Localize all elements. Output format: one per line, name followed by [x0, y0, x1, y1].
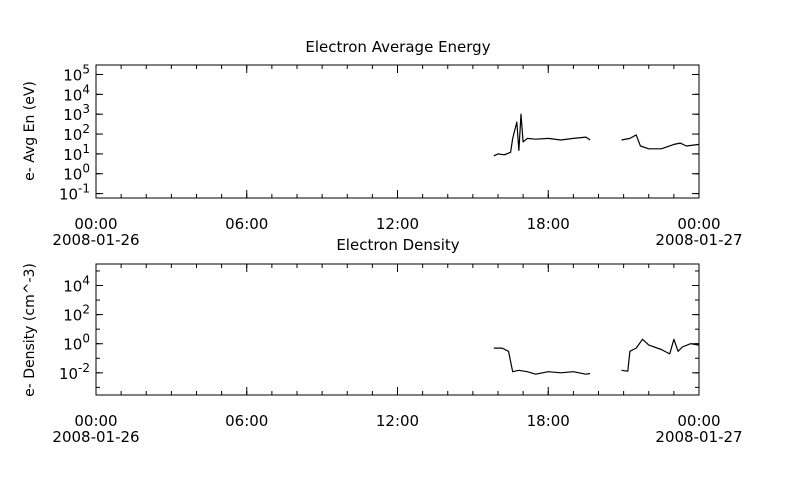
- x-tick-date-label: 2008-01-27: [655, 231, 742, 249]
- plot-frame: [95, 263, 700, 396]
- energy-series-1-line: [621, 134, 700, 150]
- x-tick-label: 00:00: [74, 412, 117, 430]
- density-y-axis-label: e- Density (cm^-3): [22, 263, 38, 397]
- density-series-0-line: [493, 347, 591, 375]
- energy-chart-title: Electron Average Energy: [305, 38, 490, 56]
- energy-y-axis-label: e- Avg En (eV): [22, 81, 38, 181]
- y-tick-label: 10-1: [59, 182, 90, 204]
- density-panel: Electron Density e- Density (cm^-3) 10-2…: [22, 236, 743, 446]
- x-tick-label: 12:00: [376, 412, 419, 430]
- x-tick-label: 12:00: [376, 215, 419, 233]
- y-tick-label: 100: [63, 162, 90, 184]
- y-tick-label: 102: [63, 303, 90, 325]
- x-tick-date-label: 2008-01-26: [52, 231, 139, 249]
- y-tick-label: 102: [63, 122, 90, 144]
- x-tick-label: 00:00: [677, 412, 720, 430]
- x-tick-date-label: 2008-01-26: [52, 428, 139, 446]
- y-tick-label: 103: [63, 102, 90, 124]
- y-tick-label: 101: [63, 142, 90, 164]
- energy-series-0-line: [493, 113, 591, 157]
- energy-panel: Electron Average Energy e- Avg En (eV) 1…: [22, 38, 743, 249]
- x-tick-label: 18:00: [527, 215, 570, 233]
- y-tick-label: 100: [63, 332, 90, 354]
- y-tick-label: 104: [63, 82, 90, 104]
- x-tick-label: 18:00: [527, 412, 570, 430]
- x-tick-date-label: 2008-01-27: [655, 428, 742, 446]
- y-tick-label: 105: [63, 62, 90, 84]
- density-series-1-line: [621, 338, 700, 372]
- y-tick-label: 104: [63, 274, 90, 296]
- x-tick-label: 00:00: [677, 215, 720, 233]
- y-tick-label: 10-2: [59, 361, 90, 383]
- x-tick-label: 06:00: [225, 215, 268, 233]
- x-tick-label: 00:00: [74, 215, 117, 233]
- density-chart-title: Electron Density: [336, 236, 459, 254]
- x-tick-label: 06:00: [225, 412, 268, 430]
- plot-frame: [95, 64, 700, 199]
